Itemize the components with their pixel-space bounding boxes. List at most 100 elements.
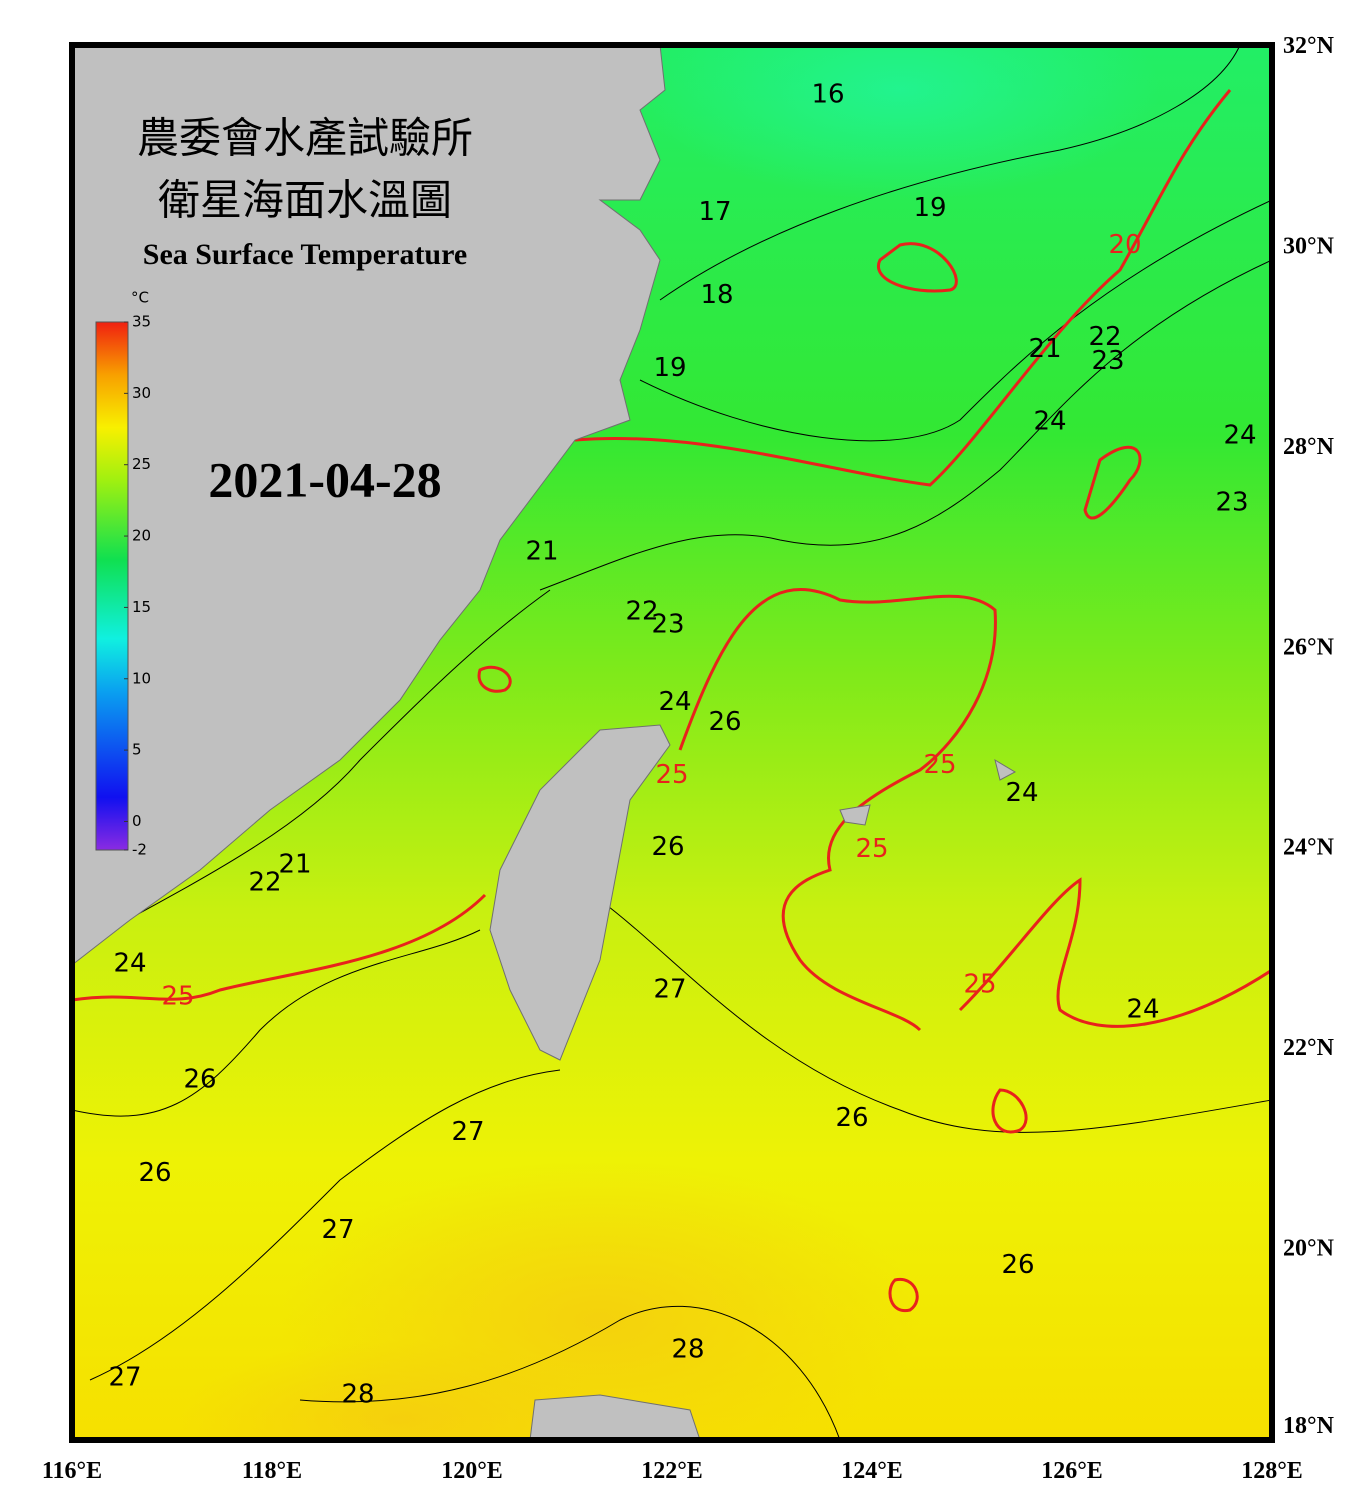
island: [994, 758, 1017, 781]
contour-label: 25: [655, 760, 688, 790]
contour: [599, 899, 1272, 1133]
contour-label: 27: [451, 1117, 484, 1147]
contour-label: 24: [1126, 995, 1159, 1025]
contour-label: 22: [625, 597, 658, 627]
contour-label: 17: [698, 197, 731, 227]
colorbar-unit: °C: [131, 289, 149, 307]
axis-labels: 116°E 118°E 120°E 122°E 124°E 126°E 128°E 18°N 2…: [42, 33, 1335, 1484]
contour-label: 24: [1033, 406, 1066, 436]
lat-tick-label: 18°N: [1283, 1413, 1335, 1439]
contour-label: 19: [913, 193, 946, 223]
contour-25: [991, 1088, 1028, 1134]
lat-tick-label: 28°N: [1283, 434, 1335, 460]
island: [839, 804, 871, 826]
contour-label: 26: [183, 1065, 216, 1095]
contour-25: [678, 588, 997, 1032]
contour: [72, 929, 481, 1117]
colorbar-tick-label: 15: [132, 598, 151, 616]
contour-label: 19: [653, 353, 686, 383]
red-contours: [72, 89, 1272, 1313]
colorbar-tick-label: 35: [132, 313, 151, 331]
luzon: [529, 1394, 701, 1440]
contour-25: [72, 893, 487, 1002]
contour-label: 23: [651, 610, 684, 640]
contour-label: 24: [113, 948, 146, 978]
warm-patch: [180, 1340, 620, 1440]
contour-label: 23: [1091, 346, 1124, 376]
contour-label: 26: [708, 707, 741, 737]
lat-tick-label: 24°N: [1283, 835, 1335, 861]
lon-tick-label: 116°E: [42, 1458, 102, 1484]
contour-label: 25: [855, 834, 888, 864]
contour-label: 22: [248, 867, 281, 897]
contour-24: [1083, 445, 1142, 520]
contour-label: 26: [1001, 1250, 1034, 1280]
contour-label: 21: [525, 537, 558, 567]
contour-label: 18: [700, 280, 733, 310]
contour-label: 25: [923, 750, 956, 780]
contour-label: 24: [1223, 420, 1256, 450]
contour-label: 26: [835, 1103, 868, 1133]
contour-24: [477, 665, 512, 693]
lon-tick-label: 126°E: [1041, 1458, 1103, 1484]
lon-tick-label: 120°E: [441, 1458, 503, 1484]
contour-label: 25: [963, 970, 996, 1000]
lon-tick-label: 122°E: [641, 1458, 703, 1484]
colorbar-tick-label: 25: [132, 455, 151, 473]
title-zh: 農委會水產試驗所: [137, 116, 473, 163]
title-en: Sea Surface Temperature: [143, 238, 467, 271]
contour-label: 27: [653, 975, 686, 1005]
china-coast: [72, 45, 666, 966]
contour-label: 27: [321, 1215, 354, 1245]
contour-20: [876, 242, 958, 293]
contour: [89, 1069, 561, 1381]
contour: [639, 199, 1272, 442]
colorbar-tick-label: 0: [132, 812, 142, 830]
contour: [72, 589, 551, 951]
lat-tick-label: 32°N: [1283, 33, 1335, 59]
cool-patch: [640, 45, 1160, 200]
colorbar-tick-label: 10: [132, 669, 151, 687]
contour-25: [888, 1277, 919, 1313]
land: [72, 45, 1017, 1440]
lon-tick-label: 118°E: [242, 1458, 302, 1484]
contours: [72, 45, 1272, 1440]
contour-label: 21: [278, 849, 311, 879]
contour-label: 16: [811, 80, 844, 110]
contour-label: 25: [161, 982, 194, 1012]
frame: [69, 42, 1275, 1443]
colorbar-tick-label: -2: [132, 841, 147, 859]
contour-20: [574, 89, 1232, 487]
contour-label: 20: [1108, 230, 1141, 260]
contour-label: 22: [1088, 322, 1121, 352]
colorbar-tick-label: 5: [132, 741, 142, 759]
colorbar-tick-label: 30: [132, 384, 151, 402]
contour-label: 26: [651, 832, 684, 862]
contour: [299, 1305, 841, 1440]
lat-tick-label: 20°N: [1283, 1236, 1335, 1262]
taiwan: [489, 724, 671, 1061]
contour-label: 27: [108, 1362, 141, 1392]
contour-label: 21: [1028, 334, 1061, 364]
contour-label: 26: [138, 1158, 171, 1188]
date: 2021-04-28: [208, 451, 441, 507]
contour-label: 28: [341, 1379, 374, 1409]
contour: [539, 259, 1272, 591]
contour-label: 24: [1005, 778, 1038, 808]
lon-tick-label: 128°E: [1241, 1458, 1303, 1484]
contour: [659, 45, 1241, 301]
lat-tick-label: 30°N: [1283, 233, 1335, 259]
lon-tick-label: 124°E: [841, 1458, 903, 1484]
colorbar: [95, 321, 129, 851]
contour-label: 23: [1215, 487, 1248, 517]
contour-label: 28: [671, 1334, 704, 1364]
title-zh: 衛星海面水溫圖: [158, 179, 452, 225]
colorbar-ticks: 35 30 25 20 15 10 5 0 -2: [124, 313, 151, 859]
contour-25: [958, 877, 1272, 1028]
lat-tick-label: 22°N: [1283, 1035, 1335, 1061]
contour-label: 24: [658, 687, 691, 717]
lat-tick-label: 26°N: [1283, 634, 1335, 660]
